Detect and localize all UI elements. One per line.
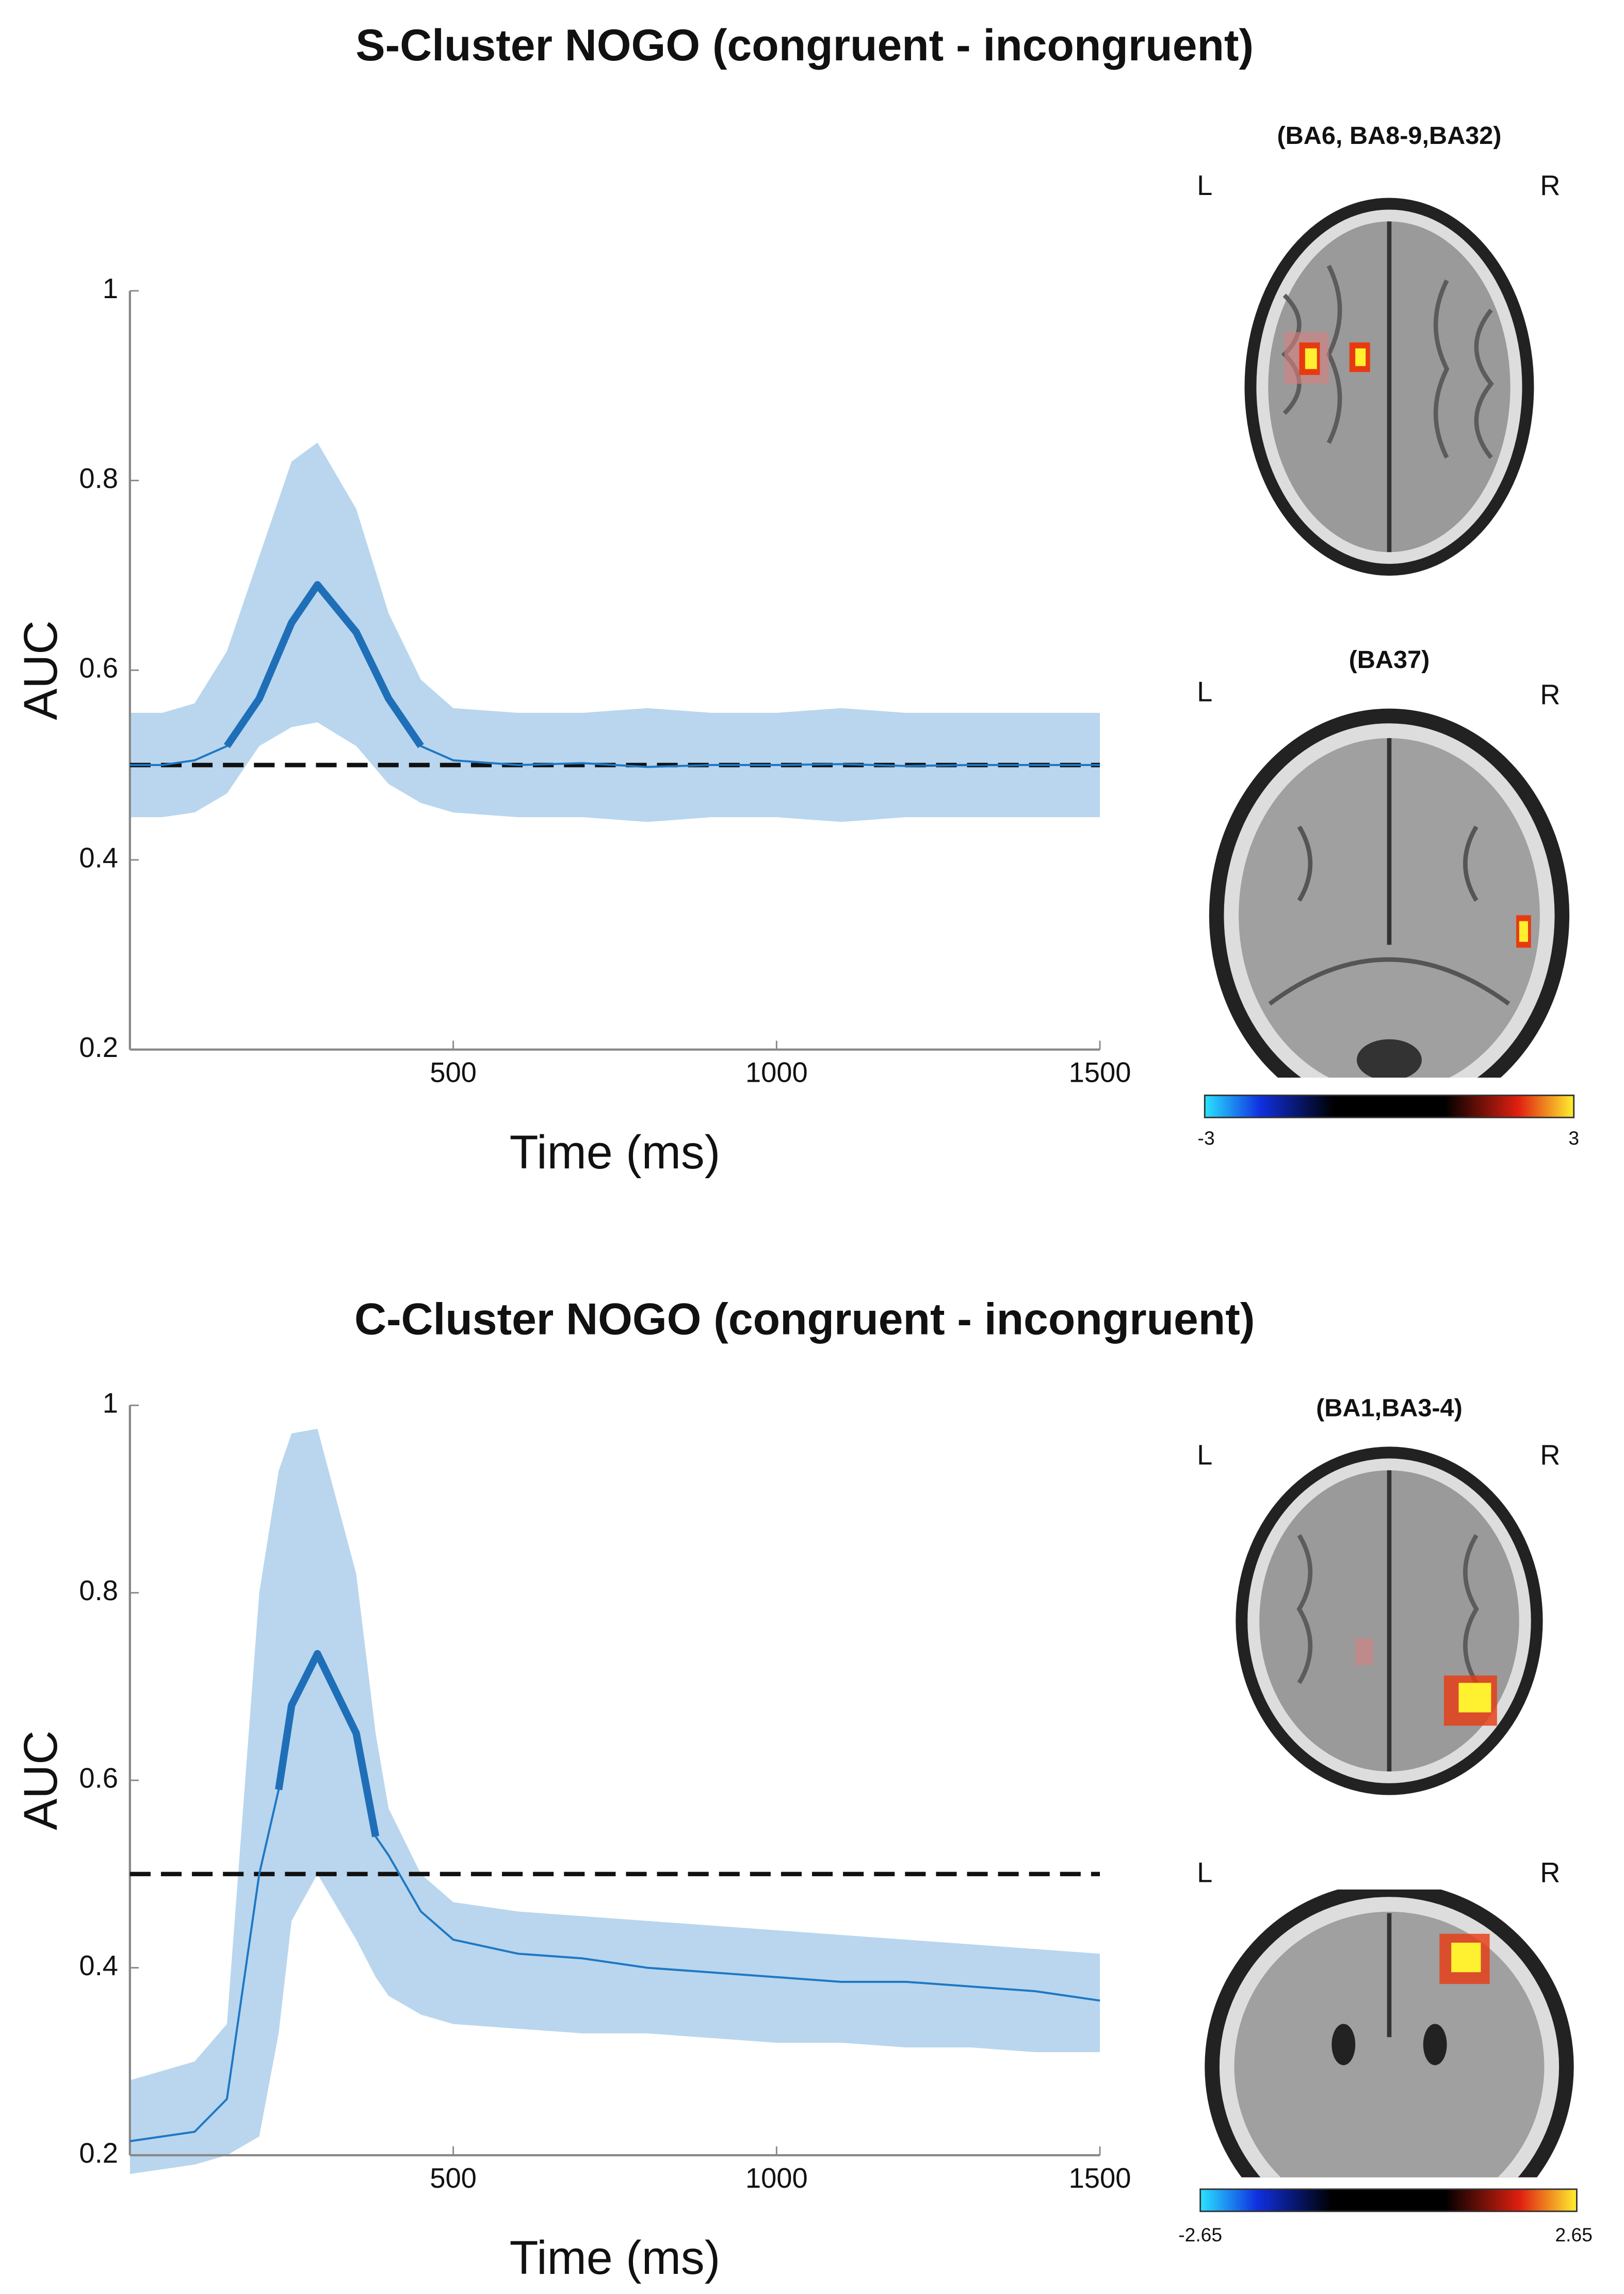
brain-axial bbox=[1236, 1446, 1543, 1795]
right-label: R bbox=[1540, 170, 1560, 201]
colorbar-max: 2.65 bbox=[1555, 2224, 1593, 2246]
confidence-band bbox=[129, 1428, 1100, 2174]
y-tick-label: 0.8 bbox=[79, 463, 118, 494]
x-tick-label: 1000 bbox=[745, 1057, 808, 1088]
left-label: L bbox=[1197, 1439, 1212, 1471]
y-axis-label: AUC bbox=[14, 621, 67, 720]
colorbar-min: -2.65 bbox=[1178, 2224, 1222, 2246]
x-axis-label: Time (ms) bbox=[510, 1126, 721, 1179]
y-tick-label: 0.6 bbox=[79, 1763, 118, 1794]
x-tick-label: 1500 bbox=[1069, 1057, 1131, 1088]
brain-axial bbox=[1244, 198, 1534, 576]
y-tick-label: 0.2 bbox=[79, 1032, 118, 1063]
right-label: R bbox=[1540, 679, 1560, 710]
colorbar-max: 3 bbox=[1568, 1127, 1579, 1149]
x-axis-label: Time (ms) bbox=[510, 2232, 721, 2284]
y-tick-label: 0.2 bbox=[79, 2137, 118, 2169]
y-tick-label: 1 bbox=[103, 1388, 118, 1419]
colorbar bbox=[1204, 1094, 1575, 1118]
significant-segment bbox=[223, 581, 424, 749]
x-tick-label: 1000 bbox=[745, 2162, 808, 2194]
left-label: L bbox=[1197, 676, 1212, 707]
brain-coronal bbox=[1205, 1889, 1574, 2177]
x-tick-label: 500 bbox=[430, 2162, 477, 2194]
significant-segment bbox=[275, 1650, 380, 1837]
left-label: L bbox=[1197, 170, 1212, 201]
confidence-band bbox=[129, 442, 1100, 822]
chart-title: C-Cluster NOGO (congruent - incongruent) bbox=[354, 1295, 1255, 1344]
x-tick-label: 1500 bbox=[1069, 2162, 1131, 2194]
chart-title: S-Cluster NOGO (congruent - incongruent) bbox=[355, 21, 1254, 70]
x-tick-label: 500 bbox=[430, 1057, 477, 1088]
y-tick-label: 0.6 bbox=[79, 653, 118, 684]
region-label: (BA6, BA8-9,BA32) bbox=[1277, 122, 1501, 150]
y-tick-label: 0.4 bbox=[79, 1950, 118, 1981]
right-label: R bbox=[1540, 1857, 1560, 1889]
region-label: (BA1,BA3-4) bbox=[1316, 1394, 1463, 1422]
brain-coronal bbox=[1209, 708, 1570, 1078]
y-tick-label: 1 bbox=[103, 273, 118, 304]
region-label: (BA37) bbox=[1349, 646, 1430, 674]
right-label: R bbox=[1540, 1439, 1560, 1471]
y-tick-label: 0.4 bbox=[79, 842, 118, 873]
colorbar-min: -3 bbox=[1198, 1127, 1215, 1149]
y-tick-label: 0.8 bbox=[79, 1575, 118, 1606]
left-label: L bbox=[1197, 1857, 1212, 1889]
mean-line bbox=[129, 1652, 1100, 2142]
colorbar bbox=[1199, 2188, 1578, 2212]
y-axis-label: AUC bbox=[14, 1730, 67, 1830]
